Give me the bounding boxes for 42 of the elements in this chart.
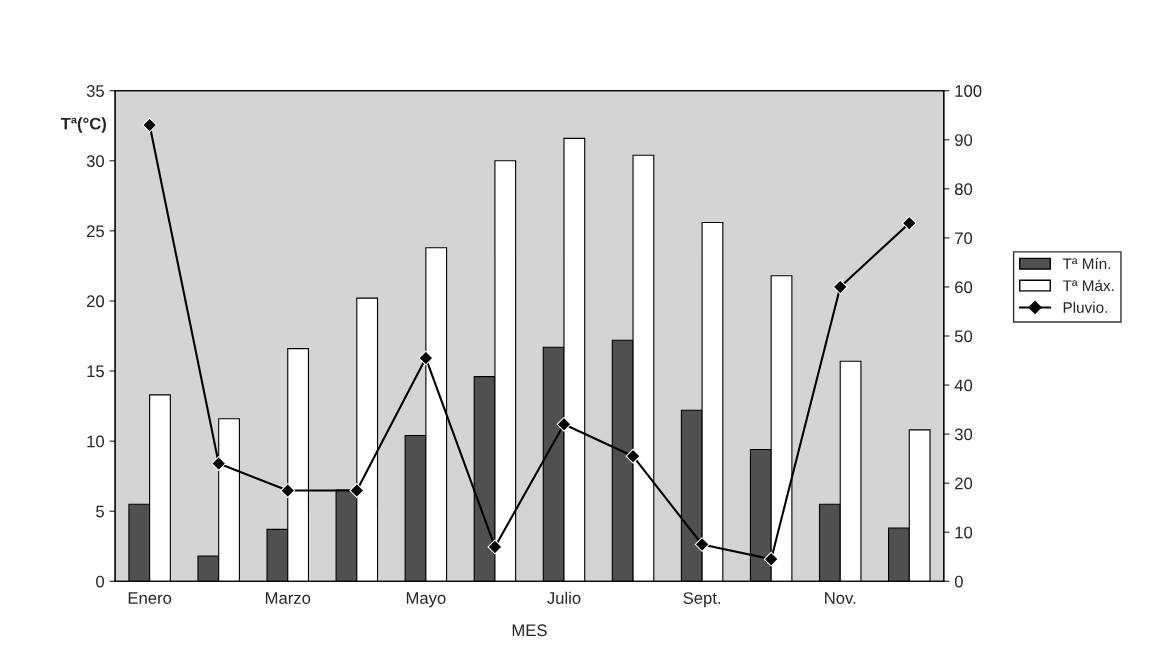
y-tick-label: 5: [96, 505, 104, 518]
y2-tick-label: 70: [955, 232, 973, 245]
point: [556, 416, 572, 432]
y2-tick-label: 90: [955, 134, 973, 146]
point: [280, 483, 296, 498]
legend-label: Tª Mín.: [1062, 257, 1111, 270]
point: [901, 215, 917, 231]
point: [763, 551, 779, 567]
point: [487, 539, 503, 555]
x-tick-label: Julio: [547, 591, 581, 604]
y-tick-label: 20: [86, 295, 105, 308]
y-tick-label: 30: [86, 155, 105, 167]
y-tick-label: 0: [96, 575, 105, 588]
y2-tick-label: 100: [955, 85, 982, 97]
x-tick-label: Sept.: [683, 592, 721, 608]
y-tick-label: 35: [86, 85, 104, 97]
y-tick-label: 15: [87, 365, 104, 378]
x-tick-label: Marzo: [265, 592, 311, 604]
point: [349, 483, 365, 498]
point: [142, 117, 158, 133]
y2-tick-label: 10: [955, 526, 973, 539]
point: [418, 350, 434, 366]
y2-tick-label: 80: [954, 183, 973, 196]
legend-label: Tª Máx.: [1062, 279, 1114, 292]
y2-tick-label: 50: [954, 330, 973, 343]
y2-tick-label: 20: [955, 477, 973, 490]
point: [211, 456, 227, 471]
y-tick-label: 25: [86, 225, 104, 238]
y-axis-title: Tª(°C): [60, 117, 106, 133]
y-tick-label: 10: [87, 435, 105, 448]
y2-tick-label: 40: [954, 379, 973, 392]
x-tick-label: Nov.: [825, 592, 856, 604]
point: [832, 279, 848, 295]
x-tick-label: Mayo: [406, 592, 446, 608]
y2-tick-label: 60: [955, 281, 973, 294]
legend-label: Pluvio.: [1063, 301, 1107, 313]
x-axis-title: MES: [512, 624, 547, 637]
y2-tick-label: 0: [954, 575, 963, 588]
x-tick-label: Enero: [128, 592, 172, 604]
y2-tick-label: 30: [954, 428, 973, 441]
point: [694, 537, 710, 552]
point: [625, 448, 641, 464]
